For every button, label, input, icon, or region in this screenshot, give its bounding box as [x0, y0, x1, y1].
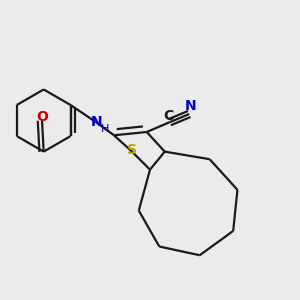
Text: N: N — [185, 100, 197, 113]
Text: N: N — [91, 115, 103, 129]
Text: H: H — [101, 124, 110, 134]
Text: S: S — [127, 143, 137, 157]
Text: O: O — [36, 110, 48, 124]
Text: C: C — [163, 109, 173, 123]
